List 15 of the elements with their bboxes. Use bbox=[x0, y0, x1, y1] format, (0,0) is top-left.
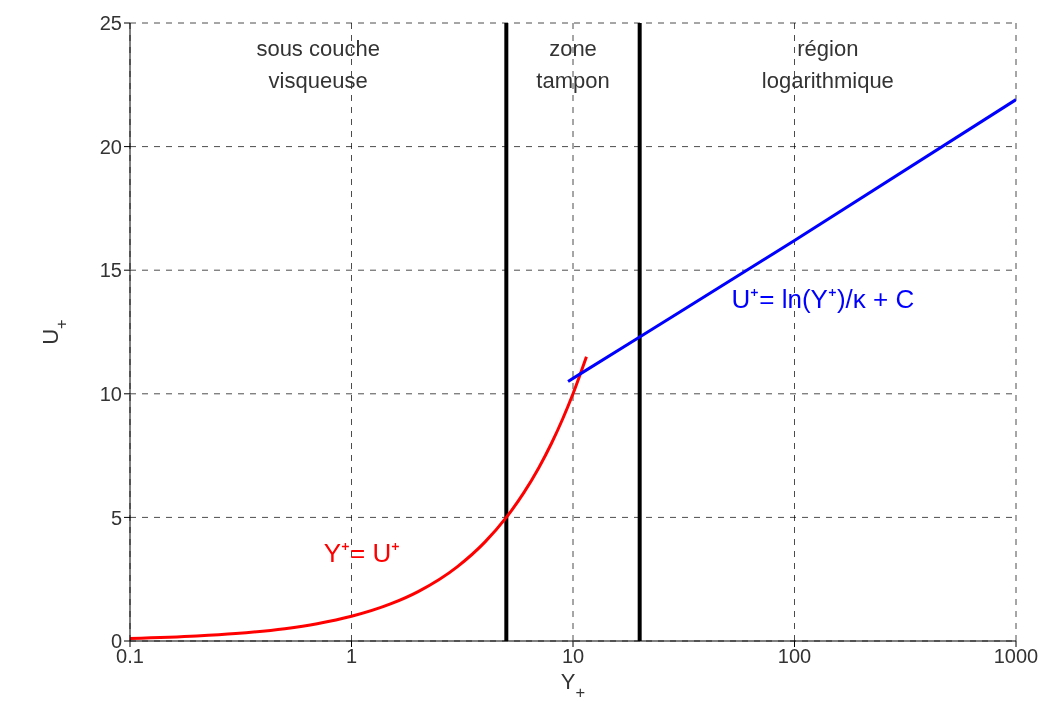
y-tick-label: 25 bbox=[99, 12, 122, 35]
x-tick-label: 1 bbox=[345, 645, 358, 668]
x-tick-label: 1000 bbox=[993, 645, 1039, 668]
series-label: U⁺= ln(Y⁺)/κ + C bbox=[731, 283, 915, 314]
y-tick-label: 20 bbox=[99, 135, 122, 158]
y-tick-label: 15 bbox=[99, 259, 122, 282]
annotation: sous couche visqueuse bbox=[255, 35, 381, 95]
x-tick-label: 10 bbox=[561, 645, 585, 668]
x-tick-label: 100 bbox=[777, 645, 812, 668]
x-axis-title: Y$_{+}$ bbox=[560, 669, 586, 701]
annotation: zone tampon bbox=[535, 35, 611, 95]
y-tick-label: 5 bbox=[110, 506, 122, 529]
annotation: région logarithmique bbox=[760, 35, 895, 95]
series-label: Y⁺= U⁺ bbox=[323, 537, 401, 568]
y-tick-label: 10 bbox=[99, 382, 122, 405]
